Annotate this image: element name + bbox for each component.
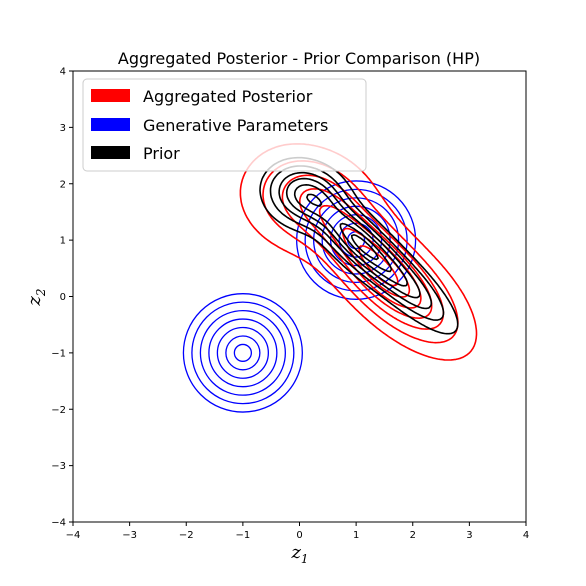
- y-tick-label: 3: [60, 123, 66, 134]
- x-tick-label: −4: [66, 530, 81, 541]
- y-tick-label: −4: [51, 518, 66, 529]
- generative-parameter-contour: [225, 335, 261, 371]
- x-tick-label: 4: [523, 530, 529, 541]
- legend-swatch-blue: [91, 118, 130, 131]
- generative-parameter-contour: [182, 293, 303, 413]
- contour-layer: [182, 143, 478, 413]
- generative-parameter-contour: [233, 343, 253, 362]
- legend-entry-prior: Prior: [91, 144, 180, 163]
- y-tick-label: −3: [51, 461, 66, 472]
- legend-swatch-black: [91, 146, 130, 159]
- legend-label-aggregated-posterior: Aggregated Posterior: [143, 87, 313, 106]
- x-tick-label: 3: [466, 530, 472, 541]
- x-tick-label: 1: [353, 530, 359, 541]
- legend-label-prior: Prior: [143, 144, 180, 163]
- generative-parameter-contour: [216, 326, 270, 379]
- y-tick-label: 2: [60, 179, 66, 190]
- x-tick-label: 2: [410, 530, 416, 541]
- prior-contour: [278, 171, 433, 310]
- y-tick-label: 4: [60, 67, 66, 78]
- x-tick-label: −3: [122, 530, 137, 541]
- y-tick-label: 0: [60, 292, 66, 303]
- legend-entry-aggregated-posterior: Aggregated Posterior: [91, 87, 313, 106]
- chart-title: Aggregated Posterior - Prior Comparison …: [118, 49, 480, 68]
- legend-swatch-red: [91, 89, 130, 102]
- y-axis-ticks: −4 −3 −2 −1 0 1 2 3 4: [51, 67, 73, 529]
- x-tick-label: −1: [236, 530, 251, 541]
- generative-parameter-contour: [199, 309, 286, 396]
- generative-parameter-contour: [313, 197, 400, 284]
- legend-entry-generative-parameters: Generative Parameters: [91, 116, 328, 135]
- y-axis-label: z2: [24, 288, 48, 306]
- generative-parameter-contour: [304, 188, 408, 292]
- x-axis-label: z1: [290, 542, 308, 566]
- x-tick-label: −2: [179, 530, 194, 541]
- prior-contour: [293, 184, 408, 287]
- prior-contour: [269, 165, 445, 321]
- legend-label-generative-parameters: Generative Parameters: [143, 116, 328, 135]
- x-axis-ticks: −4 −3 −2 −1 0 1 2 3 4: [66, 522, 529, 541]
- prior-contour: [350, 234, 379, 261]
- prior-contour: [285, 177, 421, 299]
- prior-contour: [306, 193, 393, 273]
- y-tick-label: −2: [51, 405, 66, 416]
- x-tick-label: 0: [296, 530, 302, 541]
- legend-box: [82, 78, 367, 172]
- y-tick-label: 1: [60, 236, 66, 247]
- y-tick-label: −1: [51, 348, 66, 359]
- generative-parameter-contour: [191, 301, 295, 405]
- legend: Aggregated Posterior Generative Paramete…: [82, 78, 367, 172]
- generative-parameter-contour: [208, 318, 278, 388]
